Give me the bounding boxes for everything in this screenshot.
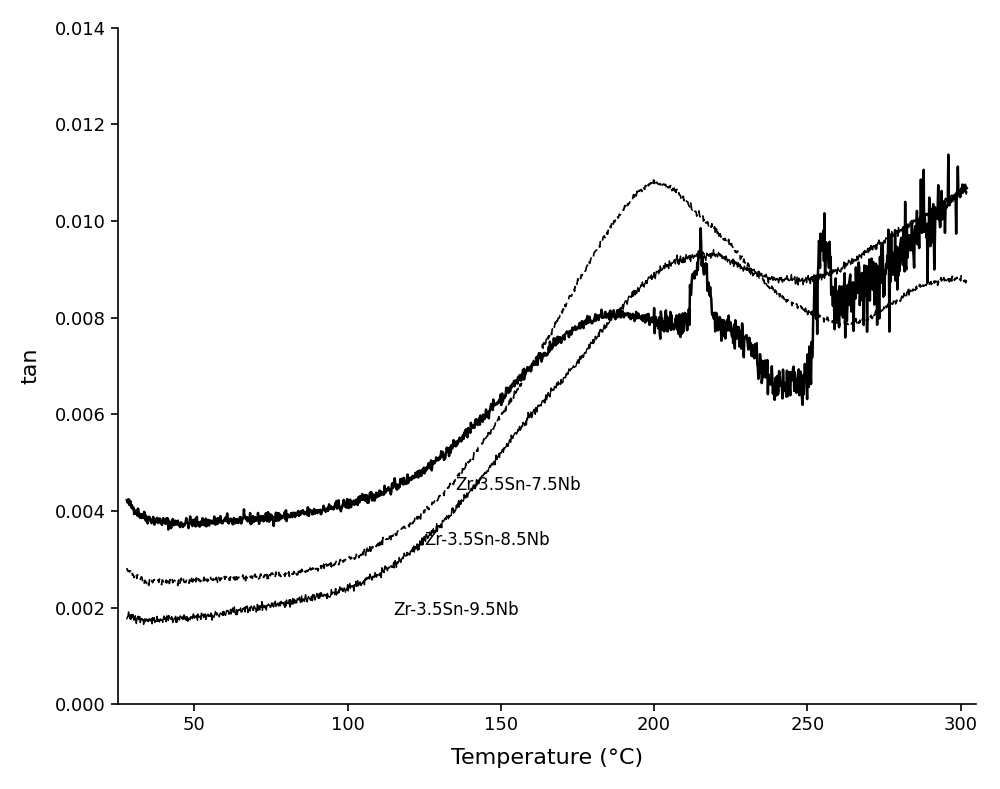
Y-axis label: tan: tan <box>21 348 41 384</box>
Text: Zr-3.5Sn-9.5Nb: Zr-3.5Sn-9.5Nb <box>394 601 519 619</box>
Text: Zr-3.5Sn-8.5Nb: Zr-3.5Sn-8.5Nb <box>424 531 550 549</box>
X-axis label: Temperature (°C): Temperature (°C) <box>451 748 643 768</box>
Text: Zr-3.5Sn-7.5Nb: Zr-3.5Sn-7.5Nb <box>455 476 580 494</box>
